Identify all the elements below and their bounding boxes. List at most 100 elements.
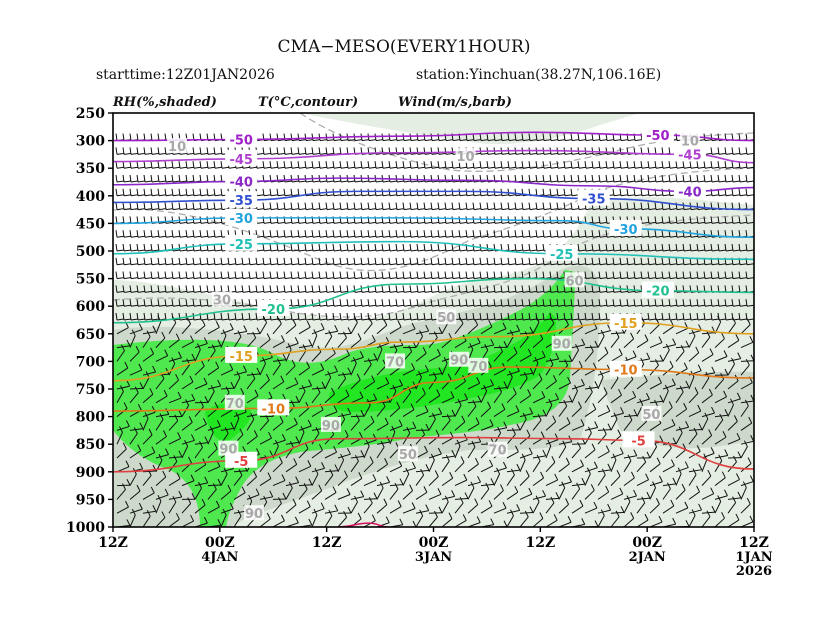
wind-barb bbox=[374, 161, 384, 169]
wind-barb bbox=[591, 174, 601, 183]
wind-barb bbox=[285, 436, 300, 445]
y-tick-label: 250 bbox=[76, 106, 105, 122]
wind-barb bbox=[703, 299, 713, 307]
wind-barb bbox=[591, 161, 601, 169]
wind-barb bbox=[467, 440, 476, 459]
wind-barb bbox=[304, 202, 314, 211]
wind-barb bbox=[207, 426, 214, 445]
rh-label: 70 bbox=[469, 360, 487, 375]
wind-barb bbox=[532, 316, 540, 335]
wind-barb bbox=[276, 230, 286, 238]
wind-barb bbox=[213, 230, 223, 238]
wind-barb bbox=[304, 257, 314, 266]
wind-barb bbox=[701, 388, 713, 404]
wind-barb bbox=[598, 174, 608, 183]
wind-barb bbox=[437, 243, 447, 252]
wind-barb bbox=[199, 299, 209, 307]
wind-barb bbox=[542, 188, 552, 197]
wind-barb bbox=[339, 271, 349, 280]
wind-barb bbox=[157, 202, 167, 211]
wind-barb bbox=[423, 174, 433, 183]
wind-barb bbox=[402, 133, 412, 142]
wind-barb bbox=[740, 440, 748, 459]
wind-barb bbox=[479, 230, 489, 238]
wind-barb bbox=[136, 161, 146, 169]
wind-barb bbox=[276, 243, 286, 252]
wind-barb bbox=[696, 243, 706, 252]
wind-barb bbox=[199, 216, 209, 224]
wind-barb bbox=[192, 285, 202, 293]
wind-barb bbox=[395, 161, 405, 169]
wind-barb bbox=[298, 344, 307, 362]
wind-barb bbox=[171, 174, 181, 183]
wind-barb bbox=[116, 420, 130, 431]
wind-barb bbox=[381, 285, 391, 293]
wind-barb bbox=[528, 257, 538, 266]
wind-barb bbox=[654, 202, 664, 211]
wind-barb bbox=[285, 377, 299, 390]
wind-barb bbox=[185, 285, 195, 293]
wind-barb bbox=[636, 455, 647, 473]
wind-barb bbox=[640, 271, 650, 280]
wind-barb bbox=[675, 443, 687, 459]
wind-barb bbox=[181, 393, 196, 404]
wind-barb bbox=[283, 271, 293, 280]
wind-barb bbox=[168, 357, 176, 376]
wind-barb bbox=[703, 161, 713, 169]
wind-barb bbox=[521, 257, 531, 266]
wind-barb bbox=[519, 371, 528, 390]
wind-barb bbox=[324, 405, 338, 418]
wind-barb bbox=[171, 202, 181, 211]
wind-barb bbox=[283, 188, 293, 197]
wind-barb bbox=[519, 389, 532, 404]
wind-barb bbox=[493, 421, 508, 431]
wind-barb bbox=[150, 230, 160, 238]
wind-barb bbox=[696, 299, 706, 307]
wind-barb bbox=[213, 216, 223, 224]
wind-barb bbox=[206, 216, 216, 224]
wind-barb bbox=[428, 447, 442, 459]
wind-barb bbox=[532, 356, 539, 376]
wind-barb bbox=[423, 312, 433, 321]
wind-barb bbox=[181, 335, 194, 349]
wind-barb bbox=[612, 271, 622, 280]
wind-barb bbox=[472, 257, 482, 266]
wind-barb bbox=[454, 317, 464, 335]
wind-barb bbox=[185, 230, 195, 238]
wind-barb bbox=[689, 161, 699, 169]
wind-barb bbox=[395, 230, 405, 238]
wind-barb bbox=[696, 161, 706, 169]
wind-barb bbox=[570, 133, 580, 142]
contour-label: -35 bbox=[582, 193, 606, 208]
wind-barb bbox=[283, 147, 293, 155]
wind-barb bbox=[584, 385, 593, 404]
wind-barb bbox=[150, 188, 160, 197]
wind-barb bbox=[556, 299, 566, 307]
wind-barb bbox=[584, 403, 597, 418]
wind-barb bbox=[157, 188, 167, 197]
wind-barb bbox=[136, 257, 146, 266]
wind-barb bbox=[388, 312, 398, 321]
wind-barb bbox=[542, 257, 552, 266]
wind-barb bbox=[206, 202, 216, 211]
wind-barb bbox=[388, 188, 398, 197]
wind-barb bbox=[324, 365, 338, 376]
wind-barb bbox=[675, 299, 685, 307]
wind-barb bbox=[682, 161, 692, 169]
wind-barb bbox=[367, 299, 377, 307]
y-tick-label: 300 bbox=[76, 134, 105, 150]
wind-barb bbox=[150, 174, 160, 183]
wind-barb bbox=[283, 202, 293, 211]
wind-barb bbox=[353, 230, 363, 238]
wind-barb bbox=[619, 271, 629, 280]
wind-barb bbox=[290, 147, 300, 155]
wind-barb bbox=[507, 202, 517, 211]
wind-barb bbox=[528, 161, 538, 169]
wind-barb bbox=[304, 271, 314, 280]
wind-barb bbox=[668, 174, 678, 183]
wind-barb bbox=[612, 299, 622, 307]
rh-label: 10 bbox=[457, 150, 475, 165]
wind-barb bbox=[584, 461, 598, 473]
wind-barb bbox=[150, 271, 160, 280]
wind-barb bbox=[337, 349, 350, 362]
